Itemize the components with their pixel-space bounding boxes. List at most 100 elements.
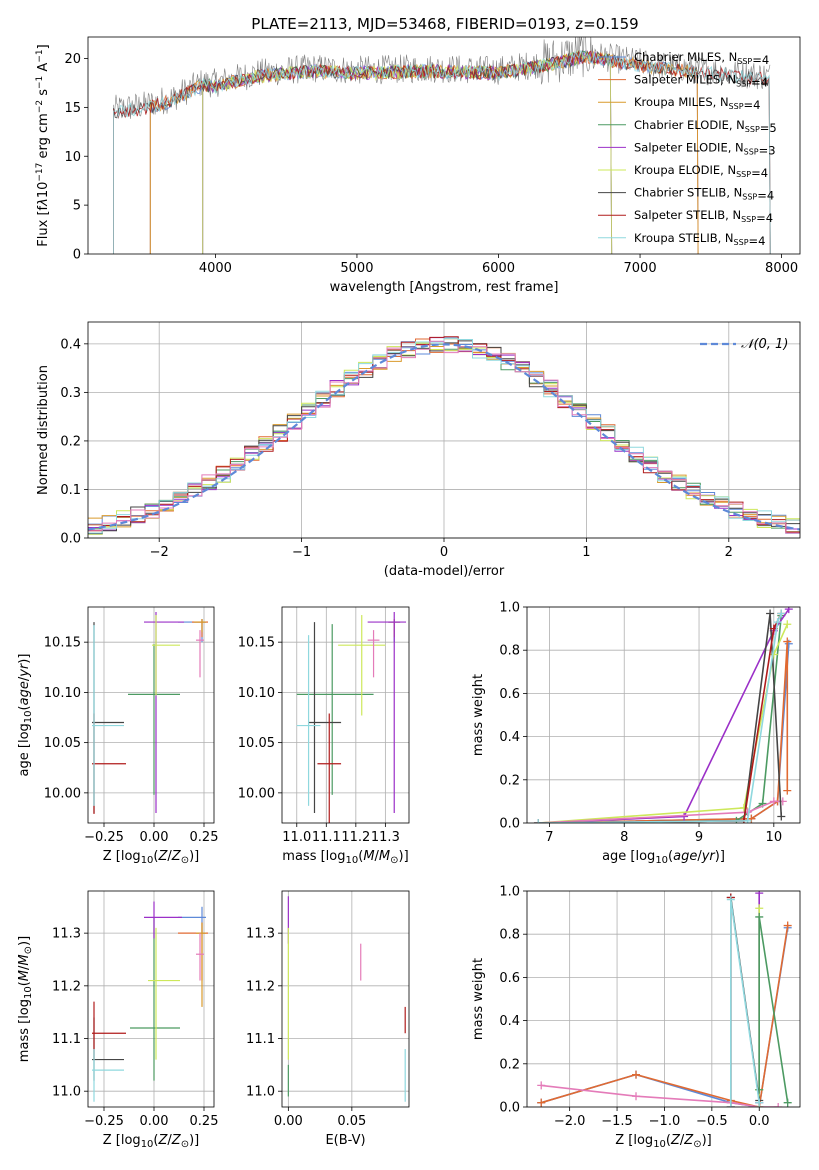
x-tick-label: 0.25 <box>190 830 219 845</box>
x-axis-label: Z [log10(Z/Z⊙)] <box>103 849 200 866</box>
normal-reference-curve <box>88 343 800 531</box>
legend-label: Chabrier ELODIE, NSSP=5 <box>634 118 777 135</box>
legend-label: Chabrier STELIB, NSSP=4 <box>634 186 774 203</box>
y-tick-label: 11.1 <box>246 1032 275 1047</box>
y-tick-label: 10.05 <box>238 736 275 751</box>
y-tick-label: 0.6 <box>499 687 520 702</box>
mass-weight-line <box>541 1084 779 1107</box>
x-tick-label: 11.0 <box>282 830 311 845</box>
x-tick-label: −2 <box>150 545 169 560</box>
data-point-marker <box>773 618 782 627</box>
y-tick-label: 11.0 <box>246 1085 275 1100</box>
data-point-marker <box>755 904 764 913</box>
y-tick-label: 0.0 <box>60 532 81 547</box>
panel-age_vs_Z: −0.25 0.00 0.25 10.00 10.05 10.10 10.15 Z [log1… <box>17 606 219 866</box>
legend-label: Kroupa STELIB, NSSP=4 <box>634 231 765 248</box>
plot-area <box>113 37 771 254</box>
y-axis-label: mass [log10(M/M⊙)] <box>17 936 34 1062</box>
panel-mass_weight_vs_age: 7 8 9 10 0.0 0.2 0.4 0.6 0.8 1.0 age [log10(age/yr… <box>471 601 801 866</box>
data-point-marker <box>534 819 543 823</box>
x-tick-label: 11.2 <box>341 830 370 845</box>
x-axis-label: Z [log10(Z/Z⊙)] <box>103 1133 200 1150</box>
y-tick-label: 10 <box>64 150 81 165</box>
axes-frame <box>526 606 801 824</box>
data-point-marker <box>777 812 786 821</box>
data-point-marker <box>783 1098 792 1107</box>
plot-area <box>287 896 406 1102</box>
y-tick-label: 0.4 <box>499 1014 520 1029</box>
axes-frame <box>281 890 410 1108</box>
y-tick-label: 0.6 <box>499 971 520 986</box>
x-axis-label: age [log10(age/yr)] <box>602 849 725 866</box>
data-point-marker <box>726 1103 735 1107</box>
y-tick-label: 10.10 <box>238 686 275 701</box>
x-tick-label: 0 <box>440 545 448 560</box>
data-point-marker <box>755 1085 764 1094</box>
legend-label: 𝒩(0, 1) <box>741 337 788 352</box>
y-tick-label: 10.00 <box>44 786 81 801</box>
figure-title: PLATE=2113, MJD=53468, FIBERID=0193, z=0… <box>251 15 638 33</box>
x-tick-label: 0.00 <box>140 1114 169 1129</box>
data-point-marker <box>726 895 735 904</box>
x-tick-label: 10 <box>766 830 783 845</box>
x-axis-label: (data-model)/error <box>384 564 505 579</box>
y-tick-label: 11.3 <box>52 927 81 942</box>
x-tick-label: 5000 <box>340 261 373 276</box>
y-axis-label: Normed distribution <box>36 365 51 495</box>
x-tick-label: 0.05 <box>337 1114 366 1129</box>
histogram-series <box>88 336 800 533</box>
data-point-marker <box>769 797 778 806</box>
x-tick-label: 6000 <box>482 261 515 276</box>
y-tick-label: 5 <box>73 199 81 214</box>
data-point-marker <box>783 637 792 646</box>
legend-label: Chabrier MILES, NSSP=4 <box>634 50 769 67</box>
y-tick-label: 0.2 <box>499 1057 520 1072</box>
mass-weight-line <box>538 613 783 823</box>
x-tick-label: 8 <box>620 830 628 845</box>
data-point-marker <box>632 1092 641 1101</box>
histogram-series <box>88 338 800 534</box>
axes-frame <box>87 36 801 255</box>
data-point-marker <box>755 891 764 898</box>
x-tick-label: 11.3 <box>371 830 400 845</box>
histogram-series <box>88 340 800 534</box>
plot-area <box>88 336 800 535</box>
y-tick-label: 11.2 <box>246 979 275 994</box>
y-axis-label: Flux [fλ10−17 erg cm−2 s−1 A−1] <box>35 44 51 246</box>
model-spectrum-line <box>113 50 771 254</box>
data-point-marker <box>632 1070 641 1079</box>
x-tick-label: 0.00 <box>140 830 169 845</box>
y-tick-label: 0 <box>73 248 81 263</box>
x-tick-label: 1 <box>582 545 590 560</box>
y-axis-label: mass weight <box>471 674 486 756</box>
y-tick-label: 11.1 <box>52 1032 81 1047</box>
x-tick-label: 9 <box>695 830 703 845</box>
y-tick-label: 0.4 <box>499 730 520 745</box>
y-tick-label: 10.10 <box>44 686 81 701</box>
mass-weight-line <box>538 608 790 823</box>
y-tick-label: 0.8 <box>499 644 520 659</box>
y-tick-label: 1.0 <box>499 885 520 900</box>
x-tick-label: −2.0 <box>554 1114 586 1129</box>
mass-weight-line <box>538 800 783 823</box>
y-tick-label: 10.15 <box>238 636 275 651</box>
y-tick-label: 10.00 <box>238 786 275 801</box>
axes-frame <box>87 606 215 824</box>
panel-spectrum: 4000 5000 6000 7000 8000 0 5 10 15 20 wavelength [… <box>35 36 801 295</box>
x-tick-label: −0.5 <box>696 1114 728 1129</box>
legend-label: Salpeter STELIB, NSSP=4 <box>634 208 773 225</box>
data-point-marker <box>755 1098 764 1107</box>
data-point-marker <box>680 812 689 821</box>
y-tick-label: 11.0 <box>52 1085 81 1100</box>
axes-frame <box>281 606 410 824</box>
x-axis-label: Z [log10(Z/Z⊙)] <box>615 1133 712 1150</box>
y-tick-label: 20 <box>64 52 81 67</box>
plot-area <box>534 607 793 823</box>
panel-mass_vs_ebv: 0.00 0.05 11.0 11.1 11.2 11.3 E(B-V) <box>246 890 410 1148</box>
y-tick-label: 0.8 <box>499 928 520 943</box>
x-tick-label: 0.00 <box>274 1114 303 1129</box>
legend-label: Salpeter MILES, NSSP=4 <box>634 73 768 90</box>
plot-area <box>92 612 208 814</box>
y-axis-label: age [log10(age/yr)] <box>17 654 34 777</box>
